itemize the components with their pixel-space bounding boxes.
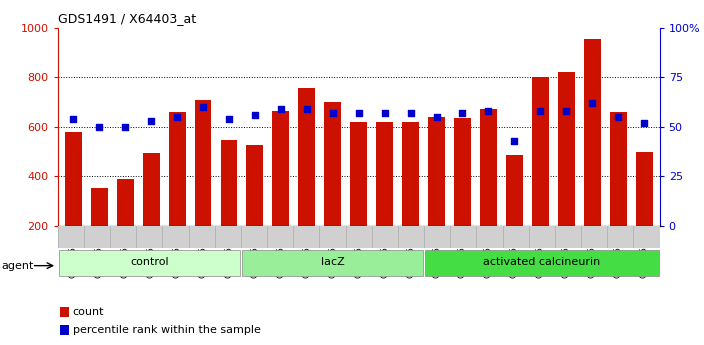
- Point: [483, 108, 494, 114]
- Point: [431, 114, 442, 120]
- Text: GDS1491 / X64403_at: GDS1491 / X64403_at: [58, 12, 196, 25]
- Bar: [351, 122, 367, 226]
- Bar: [584, 39, 601, 226]
- Point: [275, 106, 287, 112]
- Text: count: count: [73, 307, 104, 317]
- Bar: [91, 188, 108, 226]
- Point: [560, 108, 572, 114]
- Bar: [506, 155, 523, 226]
- Bar: [298, 88, 315, 226]
- Bar: [58, 250, 240, 276]
- Point: [197, 104, 208, 110]
- Point: [457, 110, 468, 116]
- Bar: [60, 307, 69, 317]
- Bar: [636, 151, 653, 226]
- Bar: [376, 122, 393, 226]
- Text: activated calcineurin: activated calcineurin: [483, 257, 601, 267]
- Bar: [246, 145, 263, 226]
- Point: [172, 114, 183, 120]
- Point: [353, 110, 365, 116]
- Point: [301, 106, 313, 112]
- Point: [249, 112, 260, 118]
- Bar: [558, 72, 574, 226]
- Bar: [480, 109, 497, 226]
- Bar: [242, 250, 423, 276]
- Bar: [425, 250, 659, 276]
- Point: [534, 108, 546, 114]
- Text: control: control: [130, 257, 169, 267]
- Point: [223, 116, 234, 122]
- Point: [327, 110, 339, 116]
- Bar: [220, 140, 237, 226]
- Point: [68, 116, 79, 122]
- Point: [405, 110, 416, 116]
- Bar: [428, 117, 445, 226]
- Bar: [532, 77, 548, 226]
- Bar: [272, 111, 289, 226]
- Bar: [610, 112, 627, 226]
- Text: percentile rank within the sample: percentile rank within the sample: [73, 325, 260, 335]
- Text: agent: agent: [1, 261, 34, 270]
- Bar: [117, 179, 134, 226]
- Point: [146, 118, 157, 124]
- Bar: [143, 153, 160, 226]
- Bar: [325, 102, 341, 226]
- Point: [612, 114, 624, 120]
- Bar: [194, 99, 211, 226]
- Bar: [60, 325, 69, 335]
- Point: [509, 138, 520, 144]
- Point: [379, 110, 390, 116]
- Text: lacZ: lacZ: [320, 257, 344, 267]
- Point: [586, 100, 598, 106]
- Point: [120, 124, 131, 130]
- Bar: [454, 118, 471, 226]
- Bar: [402, 122, 419, 226]
- Bar: [169, 112, 186, 226]
- Point: [639, 120, 650, 126]
- Point: [94, 124, 105, 130]
- Bar: [65, 132, 82, 226]
